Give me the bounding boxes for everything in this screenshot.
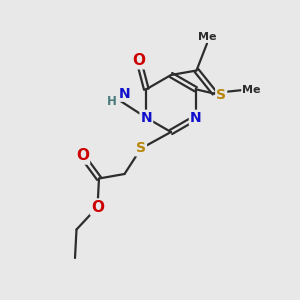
Text: O: O bbox=[132, 53, 145, 68]
Text: S: S bbox=[136, 142, 146, 155]
Text: Me: Me bbox=[242, 85, 261, 95]
Text: H: H bbox=[107, 95, 117, 108]
Text: S: S bbox=[216, 88, 226, 102]
Text: O: O bbox=[91, 200, 104, 214]
Text: Me: Me bbox=[198, 32, 216, 42]
Text: N: N bbox=[140, 111, 152, 125]
Text: N: N bbox=[190, 111, 202, 125]
Text: N: N bbox=[118, 87, 130, 101]
Text: O: O bbox=[76, 148, 89, 164]
